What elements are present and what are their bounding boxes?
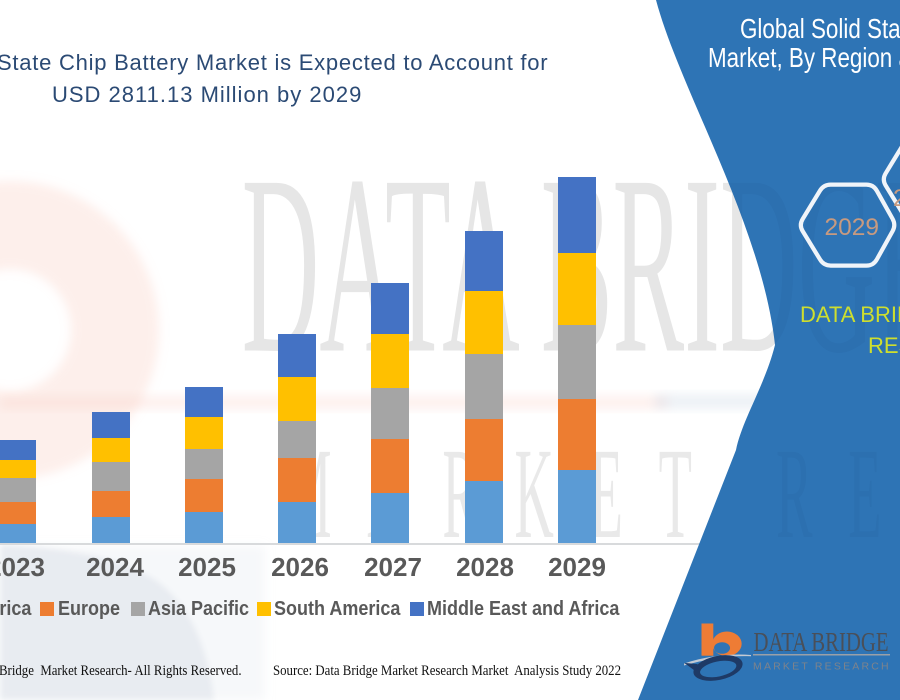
svg-text:DATA BRIDGE: DATA BRIDGE <box>242 124 900 407</box>
svg-text:2030: 2030 <box>893 185 900 212</box>
svg-text:MARKET RESEARCH: MARKET RESEARCH <box>753 661 891 673</box>
svg-text:DATA BRIDGE: DATA BRIDGE <box>753 629 888 658</box>
svg-text:2029: 2029 <box>825 214 880 241</box>
svg-text:MARKET RESEARCH: MARKET RESEARCH <box>283 421 900 566</box>
